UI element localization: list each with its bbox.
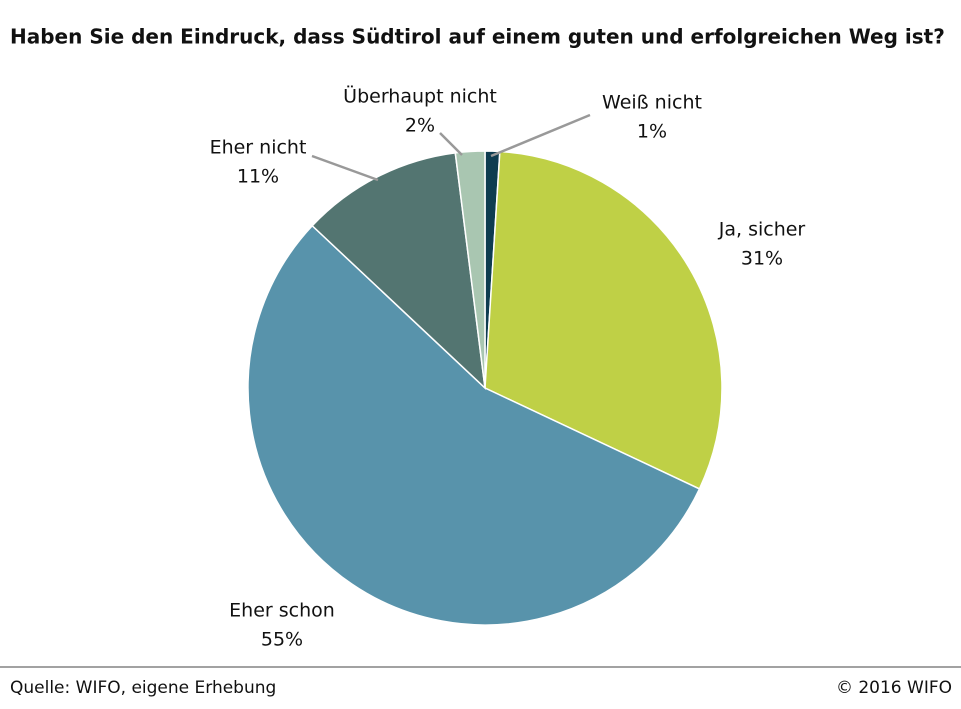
pie-slice [247, 224, 701, 626]
value-label: 2% [405, 115, 435, 137]
slice-label: Ja, sicher [718, 219, 806, 241]
slice-label: Eher schon [229, 600, 335, 622]
value-label: 55% [261, 629, 303, 651]
value-label: 31% [741, 248, 783, 270]
pie-slice [484, 150, 723, 490]
chart-title: Haben Sie den Eindruck, dass Südtirol au… [10, 25, 945, 49]
pie-slice [454, 150, 486, 389]
slice-label: Eher nicht [210, 137, 307, 159]
leader-line [439, 132, 463, 156]
slice-label: Weiß nicht [602, 92, 702, 114]
pie-slice [311, 152, 487, 390]
copyright: © 2016 WIFO [836, 678, 952, 698]
leader-line [311, 154, 379, 182]
value-label: 11% [237, 166, 279, 188]
source: Quelle: WIFO, eigene Erhebung [10, 678, 276, 698]
value-label: 1% [637, 121, 667, 143]
leader-line [490, 113, 591, 158]
slice-label: Überhaupt nicht [343, 85, 497, 108]
